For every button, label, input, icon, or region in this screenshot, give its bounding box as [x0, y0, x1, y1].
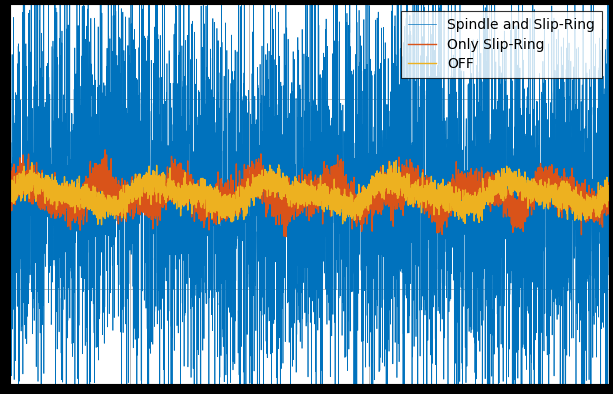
OFF	[98, 222, 105, 227]
Line: Only Slip-Ring: Only Slip-Ring	[10, 150, 609, 236]
OFF	[453, 190, 460, 195]
Spindle and Slip-Ring	[115, 123, 122, 128]
Only Slip-Ring	[6, 196, 13, 201]
Legend: Spindle and Slip-Ring, Only Slip-Ring, OFF: Spindle and Slip-Ring, Only Slip-Ring, O…	[402, 11, 602, 78]
Only Slip-Ring	[396, 196, 403, 201]
Only Slip-Ring	[235, 181, 242, 186]
Spindle and Slip-Ring	[396, 122, 403, 127]
Only Slip-Ring	[283, 234, 290, 239]
OFF	[396, 186, 403, 190]
OFF	[6, 196, 13, 201]
Spindle and Slip-Ring	[235, 37, 242, 41]
OFF	[365, 200, 373, 205]
Line: OFF: OFF	[10, 161, 609, 225]
OFF	[605, 193, 612, 198]
Spindle and Slip-Ring	[6, 145, 13, 149]
Only Slip-Ring	[101, 147, 109, 152]
Spindle and Slip-Ring	[499, 273, 506, 278]
Spindle and Slip-Ring	[605, 272, 612, 277]
Only Slip-Ring	[499, 182, 506, 187]
OFF	[499, 182, 506, 187]
OFF	[235, 210, 242, 215]
Line: Spindle and Slip-Ring: Spindle and Slip-Ring	[10, 0, 609, 394]
Only Slip-Ring	[605, 186, 612, 190]
OFF	[115, 206, 123, 211]
Only Slip-Ring	[365, 203, 373, 208]
Only Slip-Ring	[453, 186, 460, 190]
OFF	[392, 158, 400, 163]
Spindle and Slip-Ring	[365, 197, 373, 202]
Spindle and Slip-Ring	[453, 270, 460, 275]
Only Slip-Ring	[115, 203, 123, 208]
